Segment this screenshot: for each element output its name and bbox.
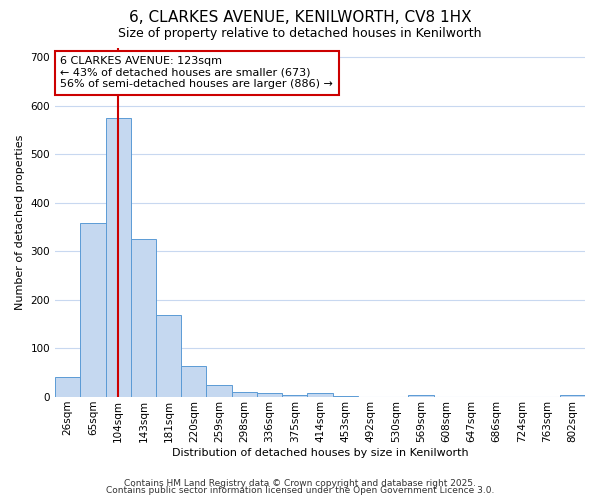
Bar <box>131 240 156 397</box>
Y-axis label: Number of detached properties: Number of detached properties <box>15 134 25 310</box>
Bar <box>206 385 232 397</box>
Bar <box>55 376 80 397</box>
Bar <box>282 394 307 397</box>
Text: Size of property relative to detached houses in Kenilworth: Size of property relative to detached ho… <box>118 28 482 40</box>
Bar <box>257 393 282 397</box>
Bar <box>409 395 434 397</box>
X-axis label: Distribution of detached houses by size in Kenilworth: Distribution of detached houses by size … <box>172 448 469 458</box>
Bar <box>181 366 206 397</box>
Bar <box>332 396 358 397</box>
Bar <box>80 223 106 397</box>
Bar <box>156 314 181 397</box>
Bar <box>560 394 585 397</box>
Text: 6 CLARKES AVENUE: 123sqm
← 43% of detached houses are smaller (673)
56% of semi-: 6 CLARKES AVENUE: 123sqm ← 43% of detach… <box>61 56 333 90</box>
Bar <box>232 392 257 397</box>
Text: Contains HM Land Registry data © Crown copyright and database right 2025.: Contains HM Land Registry data © Crown c… <box>124 478 476 488</box>
Bar <box>106 118 131 397</box>
Bar <box>307 393 332 397</box>
Text: Contains public sector information licensed under the Open Government Licence 3.: Contains public sector information licen… <box>106 486 494 495</box>
Text: 6, CLARKES AVENUE, KENILWORTH, CV8 1HX: 6, CLARKES AVENUE, KENILWORTH, CV8 1HX <box>128 10 472 25</box>
